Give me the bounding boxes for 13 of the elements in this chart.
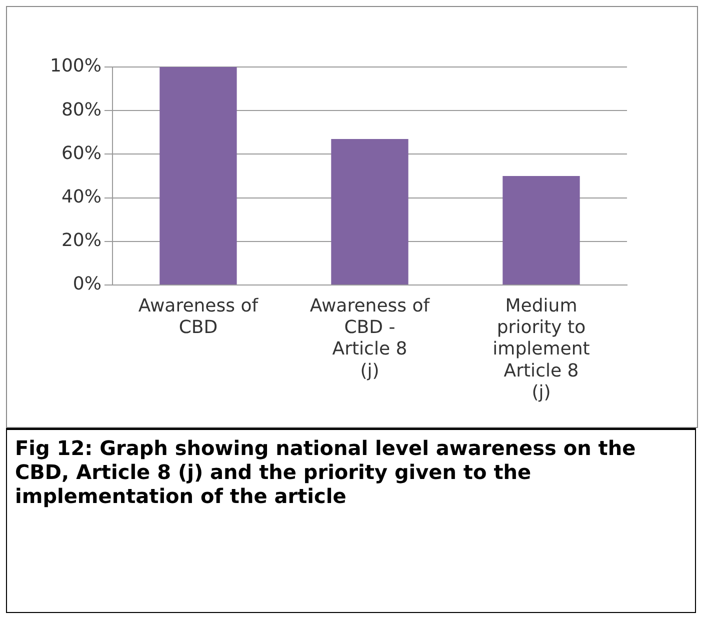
x-tick-label: Medium priority to implement Article 8 (j)	[492, 295, 590, 403]
y-tick-label: 80%	[61, 99, 102, 120]
x-tick-label: Awareness of CBD	[138, 295, 259, 338]
y-tick-label: 100%	[50, 56, 102, 77]
y-tick-label: 60%	[61, 142, 102, 164]
y-tick-label: 0%	[72, 274, 102, 295]
y-tick-label: 20%	[61, 230, 102, 252]
caption: Fig 12: Graph showing national level awareness on the CBD, Article 8 (j) and the priority given to the implementation of the article	[6, 428, 696, 613]
y-tick-label: 40%	[61, 186, 102, 208]
bar	[160, 67, 237, 284]
x-tick-label: Awareness of CBD - Article 8 (j)	[310, 295, 430, 382]
bar	[502, 176, 580, 284]
bar	[331, 138, 408, 284]
